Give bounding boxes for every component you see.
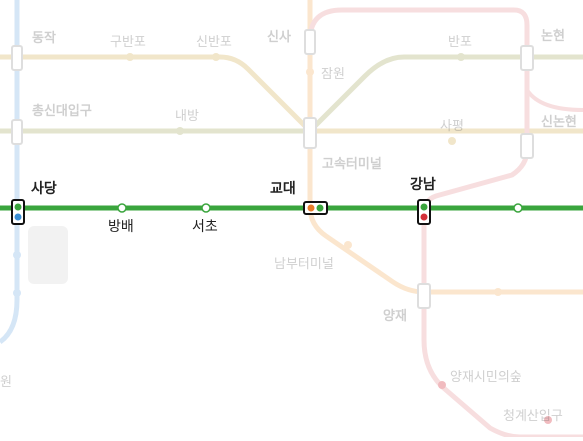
station-gangnam[interactable]: [417, 199, 431, 225]
station-label-seocho: 서초: [192, 219, 218, 235]
sinbundang-path: [307, 7, 583, 440]
background-labels: 동작 구반포 신반포 신사 반포 논현 잠원 총신대입구 내방 사평 신논현 고…: [0, 28, 577, 424]
station-bangbae[interactable]: [117, 203, 127, 213]
station-label-bangbae: 방배: [108, 219, 134, 235]
line2-group: 사당 방배 서초 교대 강남: [0, 176, 583, 235]
station-label-cheonggyesan: 청계산입구: [503, 409, 563, 424]
station-label-nonhyeon: 논현: [541, 28, 565, 44]
map-blob: [28, 226, 68, 284]
station-label-chongsin: 총신대입구: [32, 103, 92, 119]
station-next[interactable]: [513, 203, 523, 213]
station-label-nambu-terminal: 남부터미널: [274, 257, 334, 272]
station-label-edge-fragment: 원: [0, 375, 12, 390]
station-gyodae[interactable]: [303, 201, 328, 215]
station-label-sinbanpo: 신반포: [196, 35, 232, 50]
station-label-gubanpo: 구반포: [110, 35, 146, 50]
station-label-dongjak: 동작: [32, 30, 56, 46]
station-label-yangjae: 양재: [383, 309, 407, 324]
station-label-gangnam: 강남: [410, 176, 436, 193]
station-label-sinsa: 신사: [267, 29, 291, 45]
sinbundang-ext: [525, 88, 583, 112]
station-sadang[interactable]: [11, 199, 25, 225]
station-label-banpo: 반포: [448, 35, 472, 50]
station-label-sapyeong: 사평: [440, 119, 464, 134]
station-label-sadang: 사당: [31, 180, 57, 197]
station-label-naebang: 내방: [175, 109, 199, 124]
station-label-gyodae: 교대: [270, 181, 296, 197]
line9-path: [0, 54, 583, 134]
line7-path: [0, 54, 583, 134]
station-label-yangjae-forest: 양재시민의숲: [450, 370, 522, 385]
station-label-jamwon: 잠원: [321, 67, 345, 82]
station-label-express-terminal: 고속터미널: [322, 156, 382, 172]
station-seocho[interactable]: [201, 203, 211, 213]
station-label-sinnonhyeon: 신논현: [541, 114, 577, 130]
line4-path: [0, 0, 20, 345]
